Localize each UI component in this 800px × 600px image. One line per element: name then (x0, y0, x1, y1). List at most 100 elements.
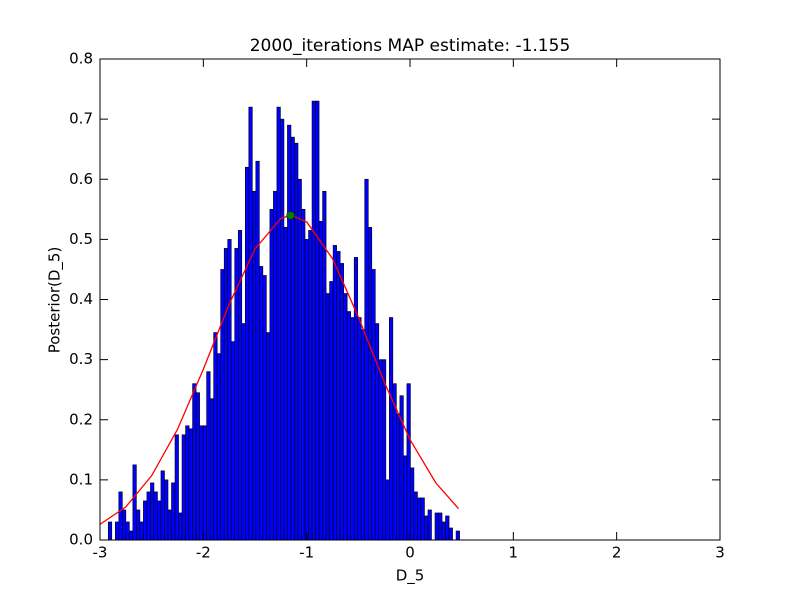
bar (441, 521, 446, 541)
bar (304, 239, 309, 541)
x-tick-label: 2 (612, 544, 622, 562)
bar (283, 227, 288, 541)
bar (329, 281, 334, 541)
bar (230, 341, 236, 541)
x-tick-label: -2 (196, 544, 211, 562)
bar (360, 329, 366, 541)
bar (385, 479, 390, 541)
bar (220, 269, 225, 541)
bar (143, 500, 148, 541)
bar (406, 383, 411, 541)
bar (357, 317, 362, 541)
bar (396, 413, 401, 541)
bar (125, 521, 130, 541)
bar (364, 178, 369, 541)
bar (434, 512, 439, 541)
bar (343, 293, 348, 541)
fit-curve (99, 214, 460, 525)
bar (241, 323, 246, 541)
bar (167, 509, 172, 541)
y-tick-label: 0.8 (69, 50, 93, 68)
bar (427, 509, 432, 541)
bar (332, 245, 337, 541)
bar (301, 209, 306, 541)
bar (129, 530, 134, 541)
bar (139, 521, 144, 541)
bar (213, 332, 218, 541)
bar (269, 209, 274, 541)
bar (438, 512, 443, 541)
bar (322, 190, 327, 541)
bar (417, 497, 422, 541)
bar (188, 428, 193, 541)
bar (389, 317, 394, 541)
bar (164, 479, 169, 541)
bar (346, 311, 351, 541)
bar (107, 521, 113, 541)
bar (132, 464, 137, 541)
y-tick-label: 0.3 (69, 350, 93, 368)
bar (150, 482, 155, 541)
bar (378, 359, 383, 541)
bar (216, 353, 221, 541)
bar (199, 425, 204, 541)
y-tick-label: 0.4 (69, 290, 93, 308)
bar (308, 230, 313, 541)
bar (185, 425, 190, 541)
bar (252, 190, 257, 541)
bar (374, 323, 380, 541)
y-tick-label: 0.6 (69, 170, 93, 188)
bar (382, 359, 387, 541)
bar (339, 263, 344, 541)
bar (413, 491, 418, 541)
bar (192, 383, 197, 541)
bar (181, 434, 186, 541)
bar (420, 497, 425, 541)
y-axis-label: Posterior(D_5) (46, 247, 65, 354)
bar (297, 178, 302, 541)
bar (114, 521, 120, 541)
bar (445, 515, 450, 541)
bar (223, 248, 229, 541)
bar (367, 227, 373, 541)
bar (262, 275, 267, 541)
bar (237, 230, 243, 541)
bar (311, 100, 316, 541)
bar (325, 293, 330, 541)
y-tick-label: 0.5 (69, 230, 93, 248)
bar (174, 434, 179, 541)
bar (209, 398, 214, 541)
x-axis-label: D_5 (396, 567, 425, 586)
chart-title: 2000_iterations MAP estimate: -1.155 (250, 36, 571, 56)
bar (336, 251, 341, 541)
bar (371, 269, 376, 541)
x-tick-label: -3 (93, 544, 108, 562)
bar (318, 221, 323, 541)
x-tick-label: 0 (405, 544, 415, 562)
x-tick-label: 1 (509, 544, 519, 562)
bar (157, 500, 162, 541)
bar (206, 371, 211, 541)
bar (315, 100, 320, 541)
bar (259, 266, 264, 541)
bar (146, 491, 151, 541)
y-tick-label: 0.7 (69, 110, 93, 128)
y-tick-label: 0.2 (69, 410, 93, 428)
y-tick-label: 0.0 (69, 531, 93, 549)
bar (455, 530, 460, 541)
bar (353, 257, 359, 541)
bar (227, 239, 232, 541)
bar (136, 509, 141, 541)
bar (178, 512, 183, 541)
bar (273, 190, 278, 541)
bar (280, 118, 285, 541)
bar (171, 482, 176, 541)
bar (122, 509, 127, 541)
bar (266, 332, 271, 541)
bar (244, 166, 250, 541)
x-tick-label: -1 (299, 544, 314, 562)
bar (118, 491, 123, 541)
bar (153, 491, 158, 541)
x-tick-label: 3 (715, 544, 725, 562)
